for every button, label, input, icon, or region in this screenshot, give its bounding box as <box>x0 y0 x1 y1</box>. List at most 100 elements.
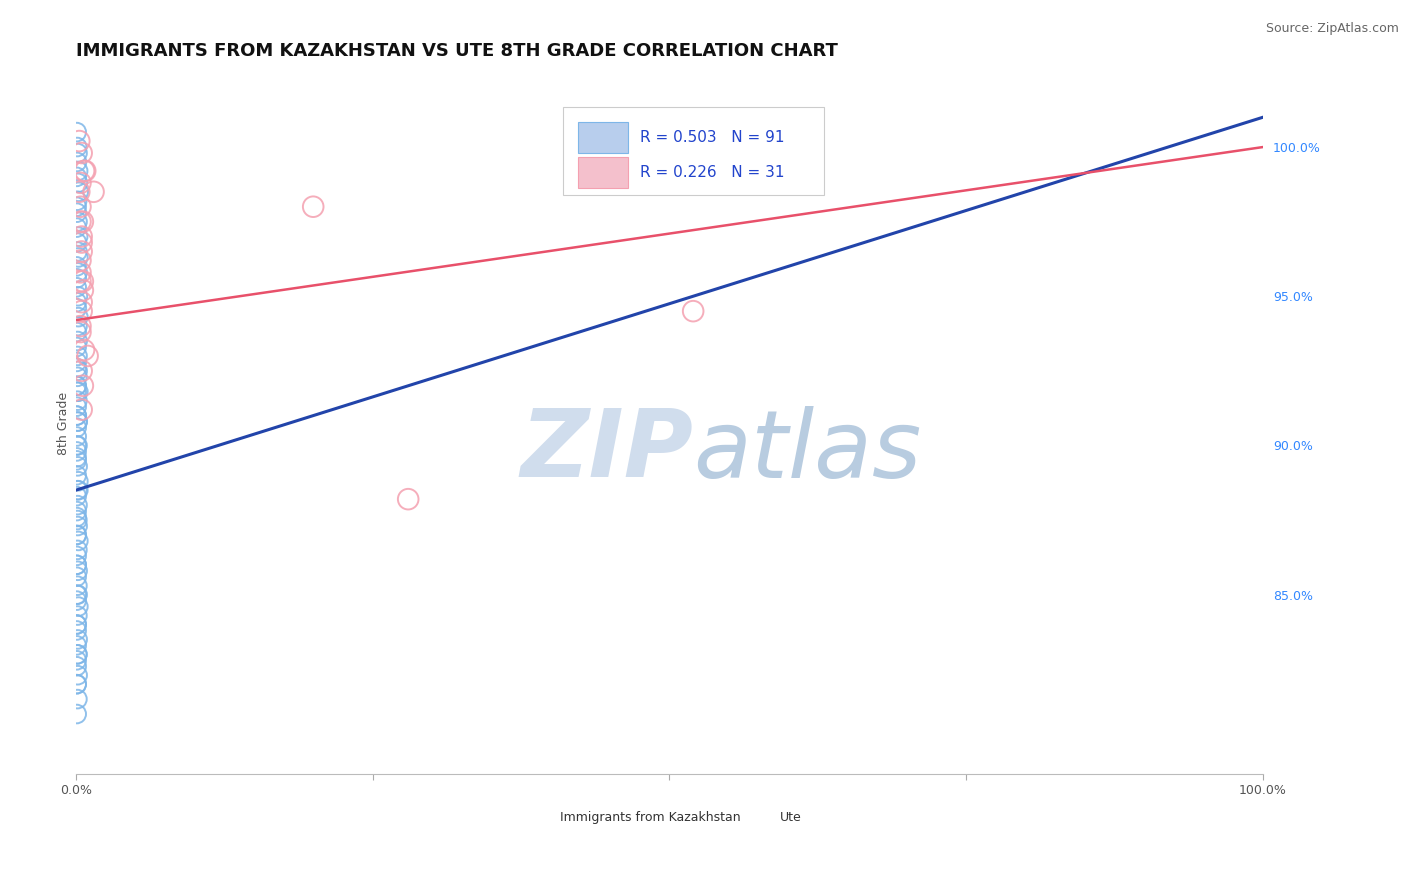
Point <box>69 265 91 279</box>
Point <box>66 632 89 647</box>
Point <box>69 274 91 288</box>
Point <box>67 164 90 178</box>
Point <box>66 400 89 414</box>
Point <box>66 360 89 375</box>
Point <box>66 271 89 285</box>
Point <box>75 164 97 178</box>
Point <box>66 558 89 572</box>
Point <box>66 450 89 465</box>
Point <box>66 513 89 527</box>
Point <box>66 542 89 557</box>
Point <box>67 533 90 548</box>
Point <box>70 229 93 244</box>
Point <box>66 415 89 429</box>
Text: IMMIGRANTS FROM KAZAKHSTAN VS UTE 8TH GRADE CORRELATION CHART: IMMIGRANTS FROM KAZAKHSTAN VS UTE 8TH GR… <box>76 42 838 60</box>
Point <box>66 617 89 632</box>
Point <box>66 668 89 682</box>
Point <box>69 176 91 190</box>
Point <box>66 519 89 533</box>
Point <box>66 393 89 408</box>
FancyBboxPatch shape <box>578 122 628 153</box>
FancyBboxPatch shape <box>524 806 555 829</box>
Point <box>76 349 98 363</box>
Point <box>302 200 325 214</box>
FancyBboxPatch shape <box>744 806 775 829</box>
Point <box>66 369 89 384</box>
Point <box>66 176 89 190</box>
Point <box>73 164 96 178</box>
Text: R = 0.503   N = 91: R = 0.503 N = 91 <box>640 130 785 145</box>
Point <box>66 155 89 169</box>
Point <box>83 185 105 199</box>
Point <box>66 438 89 452</box>
Y-axis label: 8th Grade: 8th Grade <box>58 392 70 455</box>
Point <box>66 570 89 584</box>
Point <box>66 528 89 542</box>
Point <box>66 301 89 315</box>
Point <box>66 608 89 623</box>
Point <box>66 588 89 602</box>
Point <box>67 483 90 498</box>
Point <box>66 504 89 518</box>
Point <box>69 253 91 268</box>
Point <box>67 134 90 148</box>
Text: Source: ZipAtlas.com: Source: ZipAtlas.com <box>1265 22 1399 36</box>
Point <box>66 549 89 563</box>
Point <box>66 659 89 673</box>
Point <box>67 251 90 265</box>
Point <box>66 564 89 578</box>
Point <box>67 185 90 199</box>
Point <box>66 692 89 706</box>
Point <box>70 146 93 161</box>
Point <box>66 260 89 274</box>
Point <box>66 639 89 653</box>
Point <box>66 125 89 139</box>
Point <box>66 355 89 369</box>
Point <box>66 510 89 524</box>
Point <box>66 438 89 452</box>
Point <box>67 185 90 199</box>
Point <box>72 274 94 288</box>
Point <box>66 205 89 219</box>
Point <box>67 475 90 489</box>
Point <box>66 289 89 303</box>
Point <box>66 364 89 378</box>
Point <box>66 349 89 363</box>
Point <box>67 310 90 325</box>
Point <box>778 164 800 178</box>
Point <box>72 214 94 228</box>
Point <box>66 200 89 214</box>
Text: ZIP: ZIP <box>520 405 693 497</box>
Point <box>66 489 89 503</box>
Point <box>396 492 419 507</box>
Point <box>66 280 89 294</box>
Text: Ute: Ute <box>780 812 801 824</box>
Point <box>66 593 89 607</box>
Point <box>69 214 91 228</box>
Point <box>67 229 90 244</box>
Point <box>66 706 89 721</box>
Point <box>66 648 89 662</box>
Point <box>66 483 89 498</box>
Point <box>66 265 89 279</box>
Point <box>66 409 89 423</box>
Point <box>70 402 93 417</box>
Point <box>67 384 90 399</box>
Point <box>66 325 89 339</box>
Point <box>73 343 96 357</box>
Point <box>66 235 89 250</box>
Point <box>70 295 93 310</box>
Point <box>66 409 89 423</box>
Point <box>66 220 89 235</box>
Point <box>69 325 91 339</box>
Point <box>66 444 89 458</box>
Point <box>66 558 89 572</box>
Text: R = 0.226   N = 31: R = 0.226 N = 31 <box>640 165 785 180</box>
Point <box>70 235 93 250</box>
FancyBboxPatch shape <box>578 157 628 188</box>
Text: atlas: atlas <box>693 406 921 497</box>
Point <box>66 384 89 399</box>
Point <box>66 146 89 161</box>
Point <box>66 334 89 348</box>
Point <box>66 498 89 512</box>
